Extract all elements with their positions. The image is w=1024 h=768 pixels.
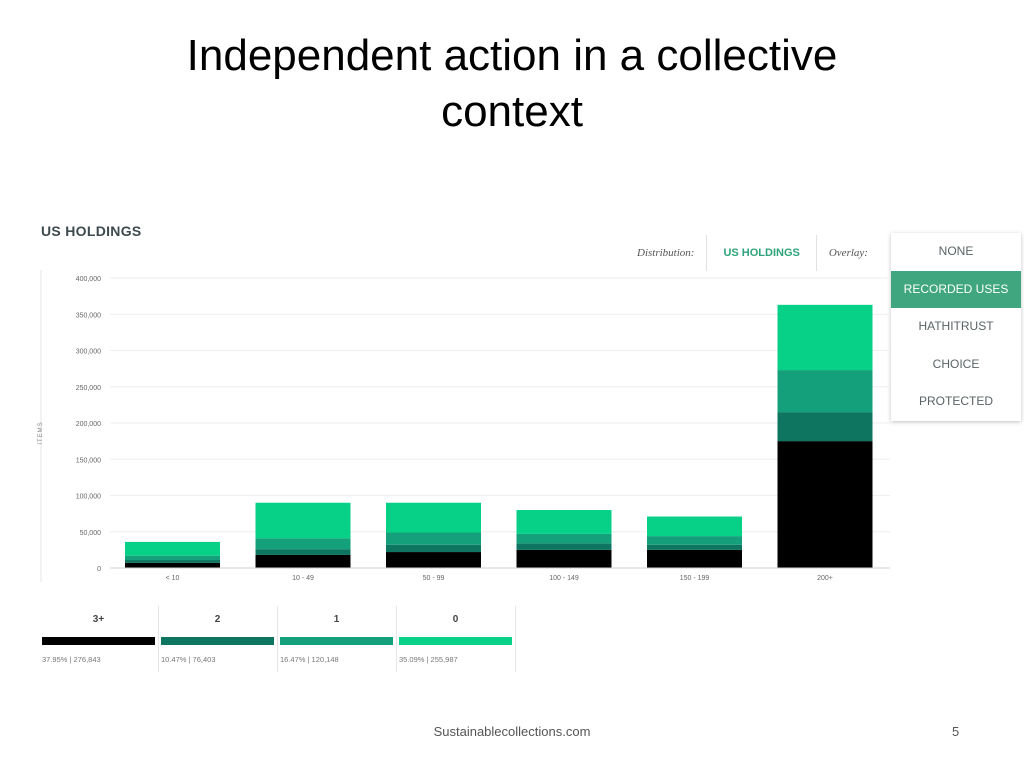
overlay-label: Overlay:: [828, 247, 868, 259]
bar-segment: [125, 541, 220, 556]
legend-label: 1: [333, 614, 340, 625]
bar-segment: [125, 560, 220, 563]
y-tick-label: 350,000: [76, 312, 101, 319]
slide-title-line-2: context: [441, 87, 583, 136]
chart-heading: US HOLDINGS: [41, 223, 142, 239]
overlay-option-hathitrust[interactable]: HATHITRUST: [918, 319, 994, 334]
y-tick-label: 300,000: [76, 349, 101, 356]
slide-footer: Sustainablecollections.com: [433, 724, 591, 739]
legend-swatch: [161, 637, 274, 645]
legend-label: 3+: [92, 614, 105, 625]
y-tick-label: 0: [97, 566, 101, 573]
bar-segment: [647, 544, 742, 550]
legend-stat: 37.95% | 276,843: [42, 655, 101, 664]
y-tick-label: 250,000: [76, 385, 101, 392]
bar-segment: [255, 554, 351, 568]
overlay-dropdown-menu: NONE RECORDED USES HATHITRUST CHOICE PRO…: [891, 233, 1021, 421]
bar-segment: [777, 304, 873, 371]
bar-segment: [647, 516, 742, 537]
bar-segment: [777, 370, 873, 413]
bar-segment: [516, 549, 612, 568]
x-tick-label: 100 - 149: [549, 575, 579, 582]
legend-stat: 16.47% | 120,148: [280, 655, 339, 664]
bar-segment: [255, 502, 351, 539]
bar-segment: [516, 533, 612, 544]
bar-segment: [647, 549, 742, 568]
legend-swatch: [399, 637, 512, 645]
x-tick-label: 50 - 99: [423, 575, 445, 582]
slide-title-line-1: Independent action in a collective: [186, 31, 838, 80]
stacked-bar-chart: 0 50,000 100,000 150,000 200,000 250,000 300,0…: [38, 270, 890, 582]
bar-segment: [255, 538, 351, 550]
bar-segment: [516, 543, 612, 550]
legend-stat: 10.47% | 76,403: [161, 655, 216, 664]
legend-item-2[interactable]: 2 10.47% | 76,403: [159, 606, 278, 672]
bar-segment: [125, 555, 220, 561]
bar-segment: [647, 536, 742, 545]
x-tick-label: 10 - 49: [292, 575, 314, 582]
distribution-label: Distribution:: [637, 247, 695, 259]
legend-item-1[interactable]: 1 16.47% | 120,148: [278, 606, 397, 672]
bar-segment: [255, 549, 351, 555]
bar-segment: [777, 412, 873, 442]
legend-label: 2: [214, 614, 221, 625]
x-tick-label: 150 - 199: [680, 575, 710, 582]
legend-swatch: [42, 637, 155, 645]
x-tick-label: < 10: [166, 575, 180, 582]
y-axis-label: ITEMS: [38, 421, 44, 444]
bar-segment: [777, 441, 873, 568]
legend-item-3plus[interactable]: 3+ 37.95% | 276,843: [40, 606, 159, 672]
legend-swatch: [280, 637, 393, 645]
bar-segment: [386, 544, 481, 553]
y-tick-label: 50,000: [80, 530, 102, 537]
legend-item-0[interactable]: 0 35.09% | 255,987: [397, 606, 516, 672]
chart-controls: Distribution: US HOLDINGS Overlay:: [625, 235, 880, 271]
distribution-selector[interactable]: US HOLDINGS: [706, 235, 817, 271]
overlay-option-none[interactable]: NONE: [938, 244, 974, 258]
y-tick-label: 400,000: [76, 276, 101, 283]
bar-segment: [386, 502, 481, 533]
y-tick-label: 150,000: [76, 457, 101, 464]
legend-stat: 35.09% | 255,987: [399, 655, 458, 664]
overlay-option-protected[interactable]: PROTECTED: [918, 394, 993, 409]
bar-segment: [125, 562, 220, 568]
y-tick-label: 200,000: [76, 421, 101, 428]
bar-segment: [516, 510, 612, 534]
x-tick-label: 200+: [817, 575, 833, 582]
overlay-option-recorded-uses[interactable]: RECORDED USES: [891, 270, 1021, 309]
overlay-option-choice[interactable]: CHOICE: [932, 356, 980, 371]
bar-segment: [386, 552, 481, 568]
chart-legend: 3+ 37.95% | 276,843 2 10.47% | 76,403 1 …: [40, 606, 516, 672]
page-number: 5: [952, 724, 960, 739]
legend-label: 0: [452, 614, 459, 625]
slide-title: Independent action in a collective conte…: [0, 28, 1024, 140]
bar-segment: [386, 532, 481, 545]
y-tick-label: 100,000: [76, 494, 101, 501]
